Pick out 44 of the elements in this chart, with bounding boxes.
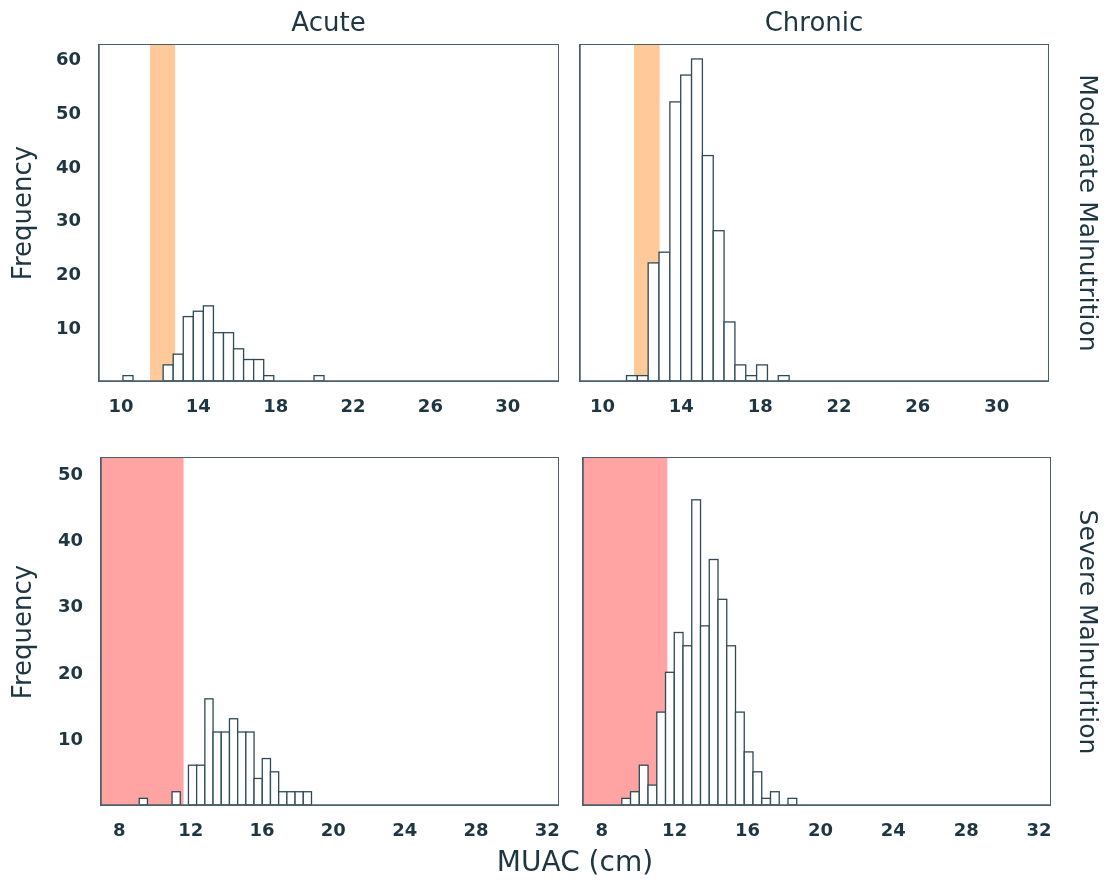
y-tick-label: 50	[57, 462, 83, 484]
x-tick-label: 20	[807, 818, 833, 840]
x-tick-label: 10	[589, 394, 615, 416]
x-tick-label: 18	[263, 394, 289, 416]
x-tick-label: 12	[178, 818, 204, 840]
y-tick-label: 30	[55, 209, 81, 231]
x-tick-label: 26	[905, 394, 931, 416]
y-tick-label: 20	[57, 661, 83, 683]
x-tick-label: 22	[340, 394, 366, 416]
x-tick-label: 18	[747, 394, 773, 416]
y-tick-label: 40	[57, 529, 83, 550]
y2-axis-title: Moderate Malnutrition	[1073, 73, 1104, 354]
y-tick-label: 20	[55, 263, 81, 285]
x-tick-label: 16	[735, 818, 761, 840]
x-tick-label: 14	[185, 394, 211, 416]
y-tick-label: 30	[57, 595, 83, 617]
x-tick-label: 32	[534, 818, 560, 840]
x-tick-label: 30	[495, 394, 521, 416]
y-axis-title: Frequency	[6, 144, 38, 283]
chart-title: Acute	[290, 7, 367, 37]
x-tick-label: 32	[1026, 818, 1052, 840]
y2-axis-title: Severe Malnutrition	[1073, 508, 1104, 756]
x-tick-label: 10	[108, 394, 134, 416]
y-tick-label: 10	[55, 316, 81, 338]
x-tick-label: 16	[249, 818, 275, 840]
x-tick-label: 8	[113, 818, 126, 840]
x-tick-label: 24	[880, 818, 906, 840]
y-axis-title: Frequency	[6, 563, 38, 701]
y-tick-label: 50	[55, 102, 81, 124]
x-tick-label: 8	[595, 818, 609, 840]
chart-title: Chronic	[763, 7, 865, 37]
x-tick-label: 20	[320, 818, 346, 840]
x-tick-label: 28	[463, 818, 489, 840]
x-tick-label: 24	[392, 818, 418, 840]
x-tick-label: 30	[984, 394, 1010, 416]
x-tick-label: 12	[662, 818, 688, 840]
y-tick-label: 10	[57, 728, 83, 750]
x-axis-title: MUAC (cm)	[495, 845, 655, 878]
x-tick-label: 22	[826, 394, 852, 416]
x-tick-label: 28	[953, 818, 979, 840]
x-tick-label: 14	[668, 394, 694, 416]
y-tick-label: 40	[55, 155, 81, 177]
x-tick-label: 26	[417, 394, 443, 416]
y-tick-label: 60	[55, 48, 81, 70]
